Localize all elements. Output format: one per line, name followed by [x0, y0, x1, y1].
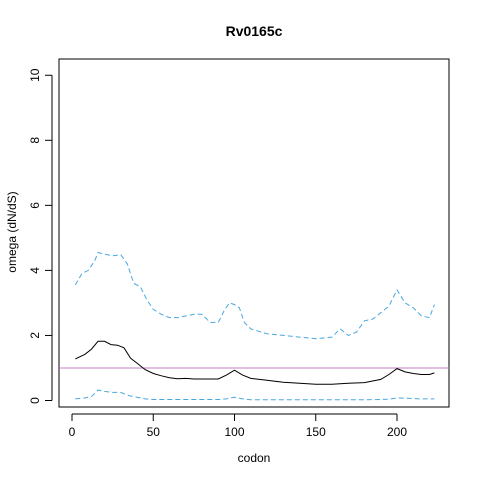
- y-axis: 0 2 4 6 8 10: [28, 68, 53, 404]
- x-tick-label: 0: [69, 425, 76, 439]
- x-tick-label: 50: [147, 425, 161, 439]
- y-tick-label: 2: [28, 332, 42, 339]
- plot-area: [59, 251, 449, 401]
- x-axis-label: codon: [238, 451, 271, 465]
- y-axis-label: omega (dN/dS): [5, 191, 19, 272]
- y-tick-label: 4: [28, 267, 42, 274]
- y-tick-label: 6: [28, 202, 42, 209]
- y-tick-label: 8: [28, 137, 42, 144]
- x-tick-label: 100: [224, 425, 244, 439]
- chart-title: Rv0165c: [226, 23, 283, 39]
- x-tick-label: 150: [306, 425, 326, 439]
- y-tick-label: 10: [28, 68, 42, 82]
- series-line-lower: [75, 389, 435, 401]
- plot-frame: [58, 58, 450, 408]
- series-line-upper: [74, 251, 435, 340]
- series-line-omega: [75, 340, 435, 385]
- x-axis: 0 50 100 150 200: [69, 413, 407, 439]
- x-tick-label: 200: [387, 425, 407, 439]
- y-tick-label: 0: [28, 397, 42, 404]
